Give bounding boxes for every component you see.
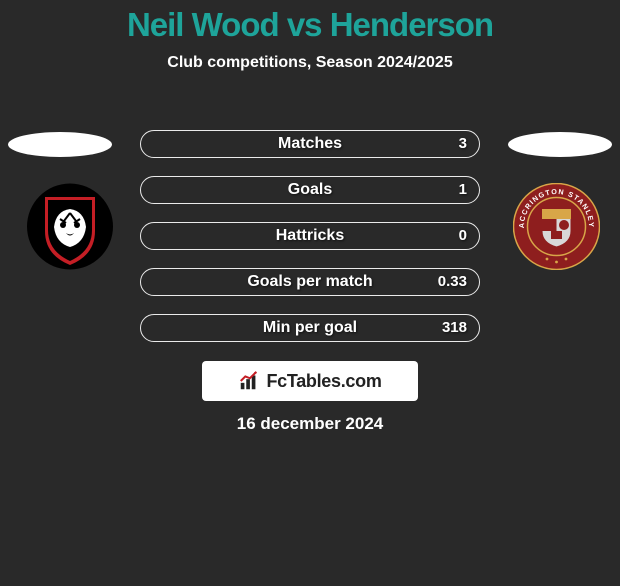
- page-title: Neil Wood vs Henderson: [0, 6, 620, 44]
- chart-icon: [238, 370, 260, 392]
- stat-row: Hattricks 0: [140, 222, 480, 250]
- left-club-badge: [20, 183, 120, 270]
- stat-label: Min per goal: [263, 314, 357, 342]
- stat-row: Goals 1: [140, 176, 480, 204]
- stat-label: Goals: [288, 176, 332, 204]
- stat-row: Min per goal 318: [140, 314, 480, 342]
- brand-box[interactable]: FcTables.com: [202, 361, 418, 401]
- stat-value-right: 0: [459, 222, 467, 250]
- stats-list: Matches 3 Goals 1 Hattricks 0 Goals per match 0…: [140, 130, 480, 360]
- brand-text: FcTables.com: [266, 371, 381, 392]
- stat-label: Goals per match: [247, 268, 372, 296]
- stat-value-right: 0.33: [438, 268, 467, 296]
- right-club-badge: ACCRINGTON STANLEY: [513, 183, 600, 270]
- stat-row: Matches 3: [140, 130, 480, 158]
- stat-value-right: 318: [442, 314, 467, 342]
- stat-label: Hattricks: [276, 222, 344, 250]
- stat-row: Goals per match 0.33: [140, 268, 480, 296]
- stat-value-right: 3: [459, 130, 467, 158]
- right-ellipse: [508, 132, 612, 157]
- stat-label: Matches: [278, 130, 342, 158]
- stat-value-right: 1: [459, 176, 467, 204]
- page-subtitle: Club competitions, Season 2024/2025: [0, 54, 620, 72]
- date-text: 16 december 2024: [0, 414, 620, 434]
- left-ellipse: [8, 132, 112, 157]
